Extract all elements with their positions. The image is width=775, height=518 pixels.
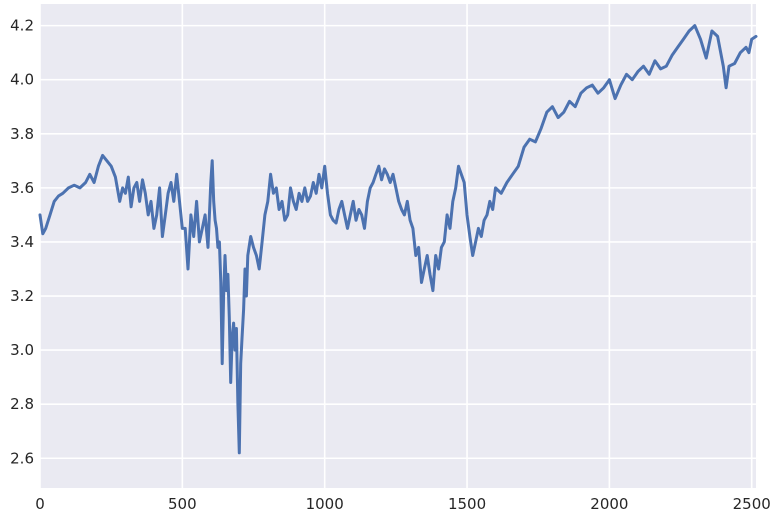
y-tick-label: 3.6 [10,179,34,197]
y-tick-label: 4.0 [10,71,34,89]
plot-background [40,4,756,488]
y-tick-label: 3.4 [10,233,34,251]
x-tick-label: 2000 [590,495,628,513]
x-tick-label: 500 [168,495,197,513]
y-tick-label: 2.6 [10,449,34,467]
data-series-line [38,24,758,455]
y-tick-label: 3.2 [10,287,34,305]
x-tick-label: 0 [35,495,45,513]
y-tick-label: 3.0 [10,341,34,359]
x-tick-label: 2500 [733,495,771,513]
y-tick-label: 2.8 [10,395,34,413]
x-tick-label: 1500 [448,495,486,513]
x-tick-label: 1000 [306,495,344,513]
y-tick-labels: 2.6 2.8 3.0 3.2 3.4 3.6 3.8 4.0 4.2 [10,17,34,468]
y-tick-label: 3.8 [10,125,34,143]
y-tick-label: 4.2 [10,17,34,35]
x-tick-labels: 0 500 1000 1500 2000 2500 [35,495,771,513]
